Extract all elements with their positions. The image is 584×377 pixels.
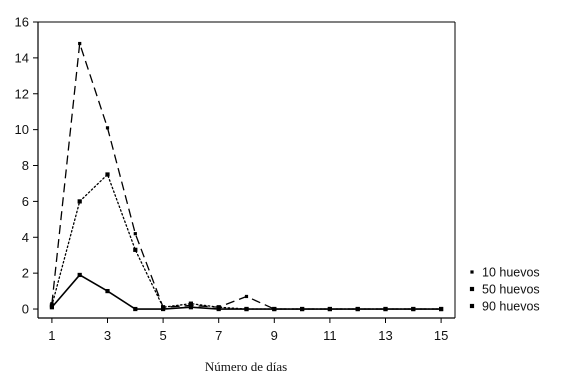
y-tick-label: 8	[22, 158, 29, 173]
x-tick-label: 1	[48, 328, 55, 343]
series-3-point	[188, 305, 193, 310]
legend-label: 50 huevos	[482, 283, 540, 297]
series-markers	[49, 41, 444, 312]
plot-frame	[37, 21, 456, 319]
series-3-point	[355, 306, 360, 312]
x-tick-label: 15	[434, 328, 448, 343]
y-tick-label: 14	[15, 50, 29, 65]
x-tick-label: 7	[215, 328, 222, 343]
series-line-1	[51, 43, 442, 310]
legend-marker	[470, 270, 474, 274]
series-1-point	[105, 126, 110, 130]
x-tick-label: 9	[271, 328, 278, 343]
series-line-2	[51, 173, 442, 310]
series-2-point	[105, 172, 110, 177]
series-3-point	[411, 306, 416, 312]
legend-label: 90 huevos	[482, 300, 540, 314]
x-tick-label: 11	[323, 328, 337, 343]
y-tick-label: 6	[22, 194, 29, 209]
series-3-point	[327, 306, 332, 312]
series-3-point	[272, 306, 277, 312]
legend: 10 huevos 50 huevos 90 huevos	[469, 266, 540, 314]
series-2-point	[188, 301, 193, 306]
series-3-point	[439, 306, 444, 312]
series-3-point	[216, 306, 221, 312]
series-3-point	[133, 306, 138, 312]
series-lines	[51, 43, 442, 310]
series-3-point	[383, 306, 388, 312]
series-3-point	[300, 306, 305, 312]
series-1-point	[78, 41, 82, 46]
x-tick-label: 5	[159, 328, 166, 343]
x-axis-title: Número de días	[205, 359, 287, 374]
series-3-point	[244, 306, 249, 312]
x-tick-label: 13	[378, 328, 392, 343]
legend-marker	[469, 303, 475, 309]
y-tick-label: 0	[22, 302, 29, 317]
x-axis-ticks: 1 3 5 7 9 11 13 15	[48, 318, 448, 343]
series-3-point	[161, 306, 166, 312]
series-2-point	[77, 199, 82, 204]
series-1-point	[133, 232, 137, 236]
x-tick-label: 3	[104, 328, 111, 343]
series-2-point	[133, 247, 138, 252]
series-3-point	[105, 288, 110, 294]
series-line-3	[51, 273, 442, 310]
y-tick-label: 10	[15, 122, 29, 137]
y-tick-label: 12	[15, 86, 29, 101]
series-3-point	[77, 272, 82, 278]
legend-marker	[469, 286, 475, 292]
y-tick-label: 2	[22, 266, 29, 281]
y-tick-label: 4	[22, 230, 29, 245]
legend-label: 10 huevos	[482, 266, 540, 280]
y-axis-ticks: 0 2 4 6 8 10 12 14 16	[15, 15, 38, 317]
y-tick-label: 16	[15, 15, 29, 30]
series-1-point	[244, 294, 249, 299]
series-3-point	[49, 305, 54, 310]
